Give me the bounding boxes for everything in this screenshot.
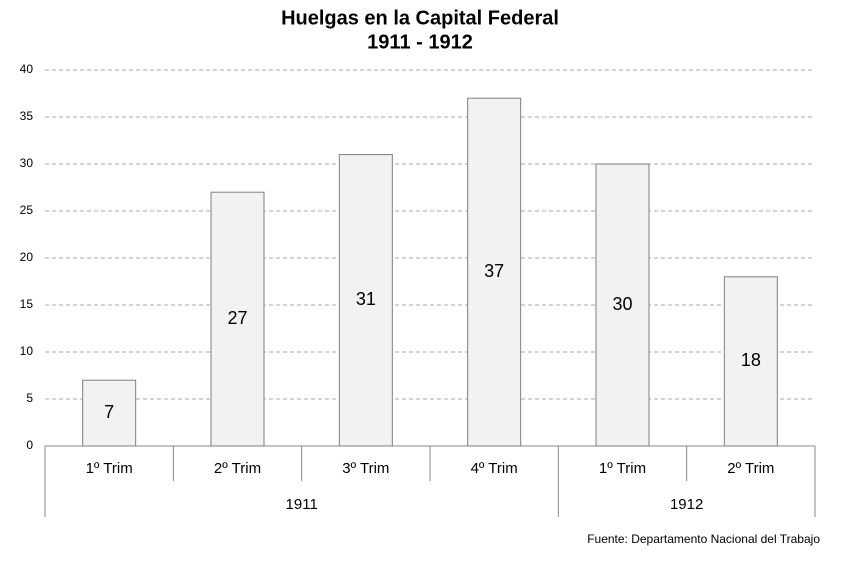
bar	[595, 163, 650, 447]
x-tick-label: 4º Trim	[471, 460, 518, 477]
y-tick-label: 20	[20, 250, 34, 264]
data-label: 37	[484, 261, 504, 281]
bar	[467, 97, 522, 447]
y-tick-label: 25	[20, 203, 34, 217]
y-tick-label: 5	[26, 391, 33, 405]
data-label: 27	[227, 308, 247, 328]
y-tick-label: 30	[20, 156, 34, 170]
bar	[210, 191, 265, 447]
y-tick-label: 0	[26, 438, 33, 452]
x-tick-label: 2º Trim	[214, 460, 261, 477]
bar	[723, 276, 778, 447]
chart-subtitle: 1911 - 1912	[367, 31, 473, 53]
y-tick-label: 10	[20, 344, 34, 358]
group-label: 1912	[670, 496, 703, 513]
data-label: 30	[612, 294, 632, 314]
data-label: 18	[741, 350, 761, 370]
data-label: 7	[104, 402, 114, 422]
y-tick-label: 15	[20, 297, 34, 311]
bar	[82, 379, 137, 447]
data-label: 31	[356, 289, 376, 309]
y-tick-label: 40	[20, 62, 34, 76]
bar	[338, 154, 393, 447]
source-note: Fuente: Departamento Nacional del Trabaj…	[587, 532, 820, 546]
x-tick-label: 2º Trim	[727, 460, 774, 477]
x-tick-label: 1º Trim	[599, 460, 646, 477]
y-tick-label: 35	[20, 109, 34, 123]
x-tick-label: 1º Trim	[86, 460, 133, 477]
group-label: 1911	[286, 496, 318, 513]
x-tick-label: 3º Trim	[342, 460, 389, 477]
chart-title: Huelgas en la Capital Federal	[281, 7, 559, 29]
